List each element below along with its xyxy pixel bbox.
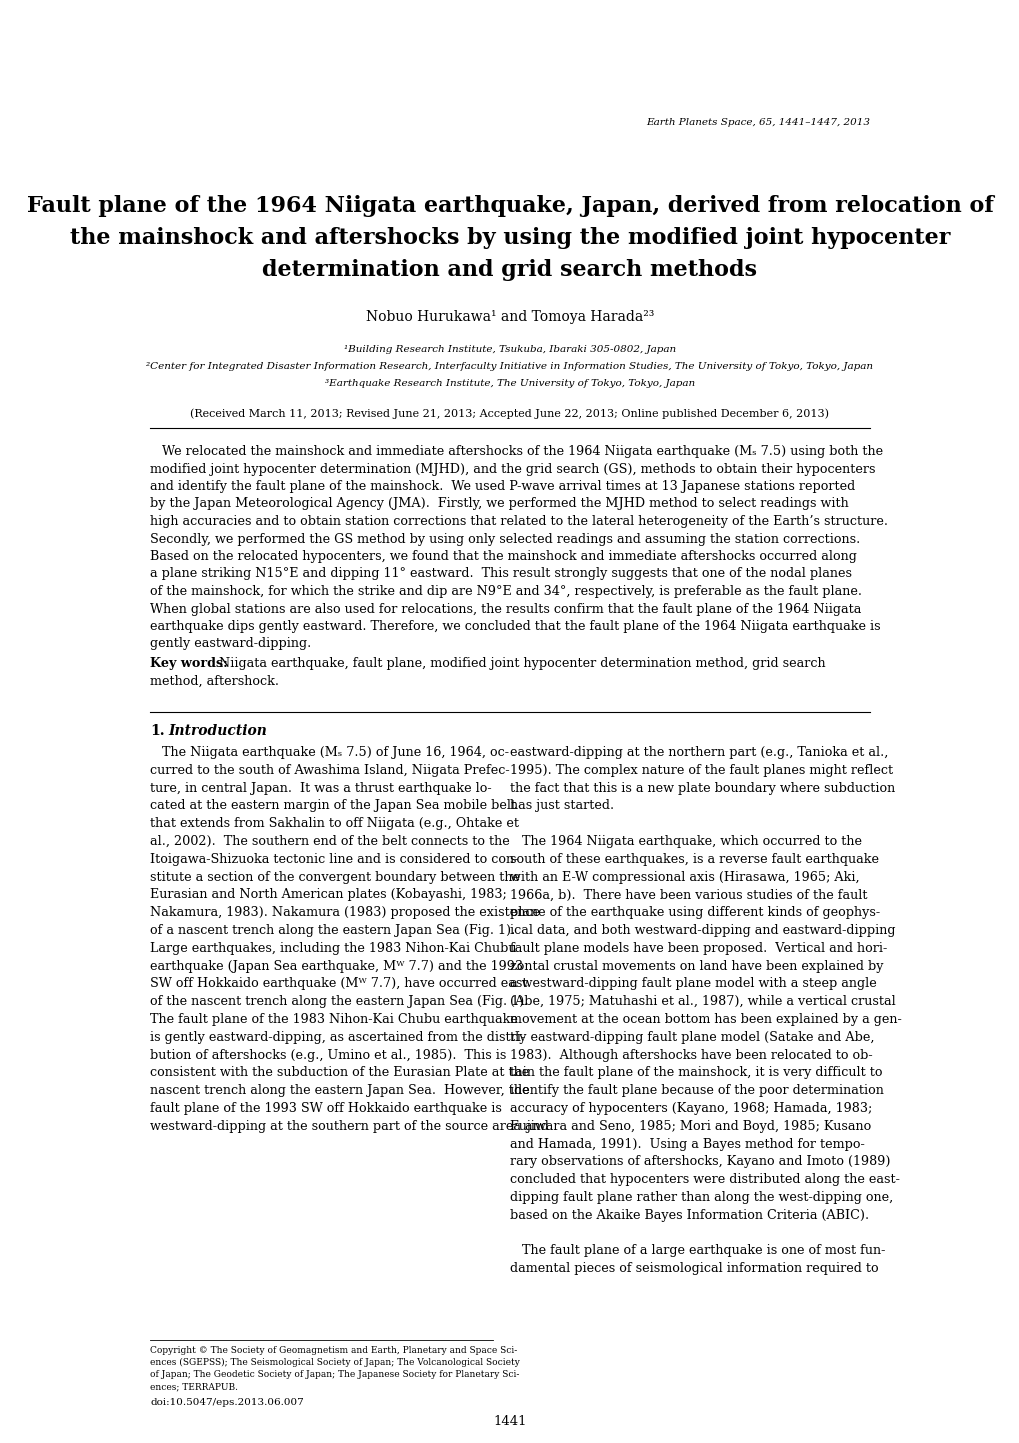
Text: Copyright © The Society of Geomagnetism and Earth, Planetary and Space Sci-: Copyright © The Society of Geomagnetism …	[150, 1346, 517, 1355]
Text: ²Center for Integrated Disaster Information Research, Interfaculty Initiative in: ²Center for Integrated Disaster Informat…	[147, 362, 872, 371]
Text: Fujiwara and Seno, 1985; Mori and Boyd, 1985; Kusano: Fujiwara and Seno, 1985; Mori and Boyd, …	[510, 1120, 870, 1133]
Text: high accuracies and to obtain station corrections that related to the lateral he: high accuracies and to obtain station co…	[150, 515, 888, 528]
Text: Niigata earthquake, fault plane, modified joint hypocenter determination method,: Niigata earthquake, fault plane, modifie…	[210, 657, 824, 670]
Text: has just started.: has just started.	[510, 799, 613, 812]
Text: curred to the south of Awashima Island, Niigata Prefec-: curred to the south of Awashima Island, …	[150, 763, 510, 776]
Text: ¹Building Research Institute, Tsukuba, Ibaraki 305-0802, Japan: ¹Building Research Institute, Tsukuba, I…	[343, 345, 676, 354]
Text: ical data, and both westward-dipping and eastward-dipping: ical data, and both westward-dipping and…	[510, 924, 895, 937]
Text: al., 2002).  The southern end of the belt connects to the: al., 2002). The southern end of the belt…	[150, 835, 510, 848]
Text: The fault plane of a large earthquake is one of most fun-: The fault plane of a large earthquake is…	[510, 1244, 884, 1257]
Text: the fact that this is a new plate boundary where subduction: the fact that this is a new plate bounda…	[510, 782, 895, 795]
Text: doi:10.5047/eps.2013.06.007: doi:10.5047/eps.2013.06.007	[150, 1398, 304, 1407]
Text: The Niigata earthquake (Mₛ 7.5) of June 16, 1964, oc-: The Niigata earthquake (Mₛ 7.5) of June …	[150, 746, 508, 759]
Text: Earth Planets Space, 65, 1441–1447, 2013: Earth Planets Space, 65, 1441–1447, 2013	[645, 118, 869, 127]
Text: modified joint hypocenter determination (MJHD), and the grid search (GS), method: modified joint hypocenter determination …	[150, 463, 875, 476]
Text: 1995). The complex nature of the fault planes might reflect: 1995). The complex nature of the fault p…	[510, 763, 893, 776]
Text: stitute a section of the convergent boundary between the: stitute a section of the convergent boun…	[150, 870, 520, 883]
Text: Large earthquakes, including the 1983 Nihon-Kai Chubu: Large earthquakes, including the 1983 Ni…	[150, 942, 517, 955]
Text: Secondly, we performed the GS method by using only selected readings and assumin: Secondly, we performed the GS method by …	[150, 532, 860, 545]
Text: determination and grid search methods: determination and grid search methods	[262, 258, 757, 281]
Text: (Received March 11, 2013; Revised June 21, 2013; Accepted June 22, 2013; Online : (Received March 11, 2013; Revised June 2…	[191, 408, 828, 418]
Text: a westward-dipping fault plane model with a steep angle: a westward-dipping fault plane model wit…	[510, 977, 876, 990]
Text: cated at the eastern margin of the Japan Sea mobile belt: cated at the eastern margin of the Japan…	[150, 799, 516, 812]
Text: earthquake dips gently eastward. Therefore, we concluded that the fault plane of: earthquake dips gently eastward. Therefo…	[150, 620, 880, 633]
Text: earthquake (Japan Sea earthquake, Mᵂ 7.7) and the 1993: earthquake (Japan Sea earthquake, Mᵂ 7.7…	[150, 960, 523, 973]
Text: tly eastward-dipping fault plane model (Satake and Abe,: tly eastward-dipping fault plane model (…	[510, 1030, 873, 1043]
Text: ences (SGEPSS); The Seismological Society of Japan; The Volcanological Society: ences (SGEPSS); The Seismological Societ…	[150, 1358, 520, 1367]
Text: 1441: 1441	[493, 1416, 526, 1429]
Text: rary observations of aftershocks, Kayano and Imoto (1989): rary observations of aftershocks, Kayano…	[510, 1156, 890, 1169]
Text: The 1964 Niigata earthquake, which occurred to the: The 1964 Niigata earthquake, which occur…	[510, 835, 861, 848]
Text: tain the fault plane of the mainshock, it is very difficult to: tain the fault plane of the mainshock, i…	[510, 1066, 881, 1079]
Text: westward-dipping at the southern part of the source area and: westward-dipping at the southern part of…	[150, 1120, 548, 1133]
Text: We relocated the mainshock and immediate aftershocks of the 1964 Niigata earthqu: We relocated the mainshock and immediate…	[150, 444, 882, 457]
Text: 1.: 1.	[150, 724, 165, 737]
Text: dipping fault plane rather than along the west-dipping one,: dipping fault plane rather than along th…	[510, 1190, 893, 1203]
Text: Key words:: Key words:	[150, 657, 227, 670]
Text: that extends from Sakhalin to off Niigata (e.g., Ohtake et: that extends from Sakhalin to off Niigat…	[150, 817, 519, 830]
Text: and identify the fault plane of the mainshock.  We used P-wave arrival times at : and identify the fault plane of the main…	[150, 481, 855, 494]
Text: bution of aftershocks (e.g., Umino et al., 1985).  This is: bution of aftershocks (e.g., Umino et al…	[150, 1049, 506, 1062]
Text: plane of the earthquake using different kinds of geophys-: plane of the earthquake using different …	[510, 906, 879, 919]
Text: Nobuo Hurukawa¹ and Tomoya Harada²³: Nobuo Hurukawa¹ and Tomoya Harada²³	[366, 310, 653, 325]
Text: Eurasian and North American plates (Kobayashi, 1983;: Eurasian and North American plates (Koba…	[150, 889, 506, 902]
Text: When global stations are also used for relocations, the results confirm that the: When global stations are also used for r…	[150, 603, 861, 616]
Text: identify the fault plane because of the poor determination: identify the fault plane because of the …	[510, 1084, 883, 1097]
Text: zontal crustal movements on land have been explained by: zontal crustal movements on land have be…	[510, 960, 882, 973]
Text: Itoigawa-Shizuoka tectonic line and is considered to con-: Itoigawa-Shizuoka tectonic line and is c…	[150, 853, 518, 866]
Text: a plane striking N15°E and dipping 11° eastward.  This result strongly suggests : a plane striking N15°E and dipping 11° e…	[150, 567, 852, 580]
Text: with an E-W compressional axis (Hirasawa, 1965; Aki,: with an E-W compressional axis (Hirasawa…	[510, 870, 859, 883]
Text: The fault plane of the 1983 Nihon-Kai Chubu earthquake: The fault plane of the 1983 Nihon-Kai Ch…	[150, 1013, 518, 1026]
Text: south of these earthquakes, is a reverse fault earthquake: south of these earthquakes, is a reverse…	[510, 853, 878, 866]
Text: Fault plane of the 1964 Niigata earthquake, Japan, derived from relocation of: Fault plane of the 1964 Niigata earthqua…	[26, 195, 993, 216]
Text: of Japan; The Geodetic Society of Japan; The Japanese Society for Planetary Sci-: of Japan; The Geodetic Society of Japan;…	[150, 1369, 519, 1380]
Text: Introduction: Introduction	[168, 724, 267, 737]
Text: ences; TERRAPUB.: ences; TERRAPUB.	[150, 1382, 238, 1391]
Text: Nakamura, 1983). Nakamura (1983) proposed the existence: Nakamura, 1983). Nakamura (1983) propose…	[150, 906, 540, 919]
Text: based on the Akaike Bayes Information Criteria (ABIC).: based on the Akaike Bayes Information Cr…	[510, 1209, 868, 1222]
Text: 1983).  Although aftershocks have been relocated to ob-: 1983). Although aftershocks have been re…	[510, 1049, 872, 1062]
Text: nascent trench along the eastern Japan Sea.  However, the: nascent trench along the eastern Japan S…	[150, 1084, 529, 1097]
Text: consistent with the subduction of the Eurasian Plate at the: consistent with the subduction of the Eu…	[150, 1066, 529, 1079]
Text: damental pieces of seismological information required to: damental pieces of seismological informa…	[510, 1263, 877, 1276]
Text: ³Earthquake Research Institute, The University of Tokyo, Tokyo, Japan: ³Earthquake Research Institute, The Univ…	[325, 380, 694, 388]
Text: of the mainshock, for which the strike and dip are N9°E and 34°, respectively, i: of the mainshock, for which the strike a…	[150, 584, 861, 597]
Text: SW off Hokkaido earthquake (Mᵂ 7.7), have occurred east: SW off Hokkaido earthquake (Mᵂ 7.7), hav…	[150, 977, 527, 990]
Text: by the Japan Meteorological Agency (JMA).  Firstly, we performed the MJHD method: by the Japan Meteorological Agency (JMA)…	[150, 498, 848, 511]
Text: fault plane models have been proposed.  Vertical and hori-: fault plane models have been proposed. V…	[510, 942, 887, 955]
Text: 1966a, b).  There have been various studies of the fault: 1966a, b). There have been various studi…	[510, 889, 866, 902]
Text: concluded that hypocenters were distributed along the east-: concluded that hypocenters were distribu…	[510, 1173, 899, 1186]
Text: of the nascent trench along the eastern Japan Sea (Fig. 1).: of the nascent trench along the eastern …	[150, 996, 528, 1009]
Text: eastward-dipping at the northern part (e.g., Tanioka et al.,: eastward-dipping at the northern part (e…	[510, 746, 888, 759]
Text: accuracy of hypocenters (Kayano, 1968; Hamada, 1983;: accuracy of hypocenters (Kayano, 1968; H…	[510, 1102, 871, 1115]
Text: Based on the relocated hypocenters, we found that the mainshock and immediate af: Based on the relocated hypocenters, we f…	[150, 550, 856, 563]
Text: method, aftershock.: method, aftershock.	[150, 674, 279, 687]
Text: and Hamada, 1991).  Using a Bayes method for tempo-: and Hamada, 1991). Using a Bayes method …	[510, 1137, 864, 1150]
Text: of a nascent trench along the eastern Japan Sea (Fig. 1).: of a nascent trench along the eastern Ja…	[150, 924, 515, 937]
Text: the mainshock and aftershocks by using the modified joint hypocenter: the mainshock and aftershocks by using t…	[69, 227, 950, 250]
Text: movement at the ocean bottom has been explained by a gen-: movement at the ocean bottom has been ex…	[510, 1013, 901, 1026]
Text: ture, in central Japan.  It was a thrust earthquake lo-: ture, in central Japan. It was a thrust …	[150, 782, 491, 795]
Text: is gently eastward-dipping, as ascertained from the distri-: is gently eastward-dipping, as ascertain…	[150, 1030, 525, 1043]
Text: fault plane of the 1993 SW off Hokkaido earthquake is: fault plane of the 1993 SW off Hokkaido …	[150, 1102, 501, 1115]
Text: gently eastward-dipping.: gently eastward-dipping.	[150, 638, 311, 651]
Text: (Abe, 1975; Matuhashi et al., 1987), while a vertical crustal: (Abe, 1975; Matuhashi et al., 1987), whi…	[510, 996, 895, 1009]
